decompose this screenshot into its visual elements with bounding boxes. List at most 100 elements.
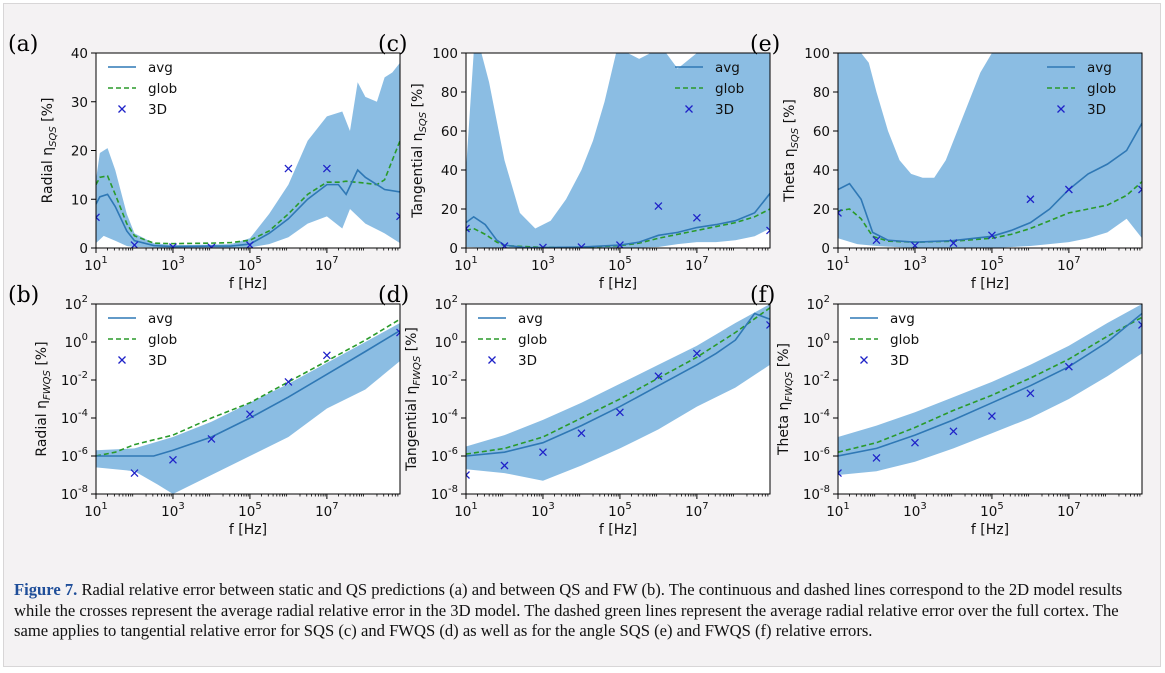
y-tick-label: 10-2 (803, 370, 830, 389)
glob-line (96, 140, 400, 245)
x-tick-label: 105 (980, 255, 1004, 274)
avg-line (838, 122, 1142, 243)
marker-3d (838, 469, 842, 478)
legend-label: avg (715, 60, 740, 76)
legend: avg glob 3D (1047, 60, 1116, 118)
marker-3d (577, 429, 586, 438)
x-tick-label: 105 (608, 501, 632, 520)
y-tick-label: 10-4 (431, 408, 458, 427)
y-axis-label: Tangential ηSQS [%] (410, 83, 429, 219)
y-tick-label: 10-4 (803, 408, 830, 427)
marker-3d (949, 427, 958, 436)
y-tick-label: 60 (441, 124, 458, 140)
x-tick-label: 101 (84, 255, 108, 274)
marker-3d (466, 471, 470, 479)
panel-label: (b) (8, 283, 39, 308)
y-tick-label: 0 (449, 241, 458, 257)
marker-3d (396, 212, 400, 221)
confidence-band (838, 304, 1142, 475)
avg-line (466, 312, 770, 457)
marker-3d (1138, 320, 1142, 329)
legend-3d-swatch (860, 356, 868, 364)
marker-3d (766, 320, 770, 329)
x-axis-label: f [Hz] (229, 276, 267, 292)
marker-3d (130, 469, 139, 478)
marker-3d (396, 328, 400, 337)
y-tick-label: 10-8 (431, 484, 458, 503)
confidence-band (466, 53, 770, 248)
marker-3d (1064, 185, 1073, 194)
legend-3d-swatch (118, 105, 126, 113)
x-tick-label: 105 (238, 255, 262, 274)
marker-3d (322, 351, 331, 360)
legend-label: glob (148, 81, 177, 97)
y-tick-label: 40 (441, 163, 458, 179)
x-tick-label: 101 (826, 501, 850, 520)
marker-3d (911, 438, 919, 447)
y-tick-label: 100 (64, 332, 88, 351)
x-tick-label: 107 (685, 501, 709, 520)
plot-content (96, 318, 400, 494)
marker-3d (1138, 185, 1142, 194)
legend: avg glob 3D (108, 60, 177, 118)
x-tick-label: 103 (903, 501, 927, 520)
legend-label: glob (715, 81, 744, 97)
marker-3d (1026, 389, 1035, 398)
y-tick-label: 10-2 (431, 370, 458, 389)
x-tick-label: 103 (903, 255, 927, 274)
y-tick-label: 10-8 (803, 484, 830, 503)
x-tick-label: 105 (238, 501, 262, 520)
marker-3d (539, 243, 547, 248)
x-axis-label: f [Hz] (971, 522, 1009, 538)
y-tick-label: 20 (441, 202, 458, 218)
glob-line (838, 316, 1142, 453)
x-tick-label: 107 (1057, 501, 1081, 520)
y-tick-label: 10-4 (61, 408, 88, 427)
legend-label: avg (890, 311, 915, 327)
marker-3d (245, 241, 254, 248)
legend-label: avg (148, 311, 173, 327)
x-tick-label: 107 (685, 255, 709, 274)
avg-line (96, 329, 400, 457)
panel-e: 101 103 105 107 0 20 40 60 80 100 f [Hz] Theta ηSQS… (750, 32, 1143, 292)
marker-3d (838, 208, 842, 217)
marker-3d (692, 213, 701, 222)
y-tick-label: 102 (806, 294, 830, 313)
x-axis-label: f [Hz] (229, 522, 267, 538)
y-axis-label: Tangential ηFWQS [%] (404, 327, 423, 472)
y-tick-label: 0 (821, 241, 830, 257)
legend: avg glob 3D (478, 311, 547, 369)
y-tick-label: 20 (813, 202, 830, 218)
panel-label: (f) (750, 283, 775, 308)
panel-label: (d) (378, 283, 409, 308)
y-tick-label: 10-6 (61, 446, 88, 465)
panel-label: (e) (750, 32, 780, 57)
y-tick-label: 100 (804, 46, 830, 62)
marker-3d (245, 410, 254, 419)
panel-b: 101 103 105 107 10-8 10-6 10-4 10-2 100 102 f [Hz]… (8, 283, 401, 538)
y-tick-label: 10 (71, 192, 88, 208)
y-tick-label: 40 (71, 46, 88, 62)
caption-label: Figure 7. (14, 580, 78, 599)
y-tick-label: 80 (813, 85, 830, 101)
legend-3d-swatch (488, 356, 496, 364)
legend-label: glob (1087, 81, 1116, 97)
x-tick-label: 105 (608, 255, 632, 274)
x-tick-label: 103 (531, 255, 555, 274)
legend: avg glob 3D (675, 60, 744, 118)
caption-text: Radial relative error between static and… (14, 580, 1123, 640)
x-tick-label: 101 (826, 255, 850, 274)
confidence-band (96, 62, 400, 248)
y-tick-label: 10-6 (431, 446, 458, 465)
x-tick-label: 103 (531, 501, 555, 520)
x-tick-label: 101 (84, 501, 108, 520)
y-tick-label: 0 (79, 241, 88, 257)
marker-3d (284, 164, 293, 173)
x-tick-label: 101 (454, 501, 478, 520)
y-tick-label: 80 (441, 85, 458, 101)
avg-line (96, 168, 400, 248)
y-tick-label: 102 (434, 294, 458, 313)
marker-3d (872, 453, 881, 462)
legend-label: 3D (148, 353, 167, 369)
